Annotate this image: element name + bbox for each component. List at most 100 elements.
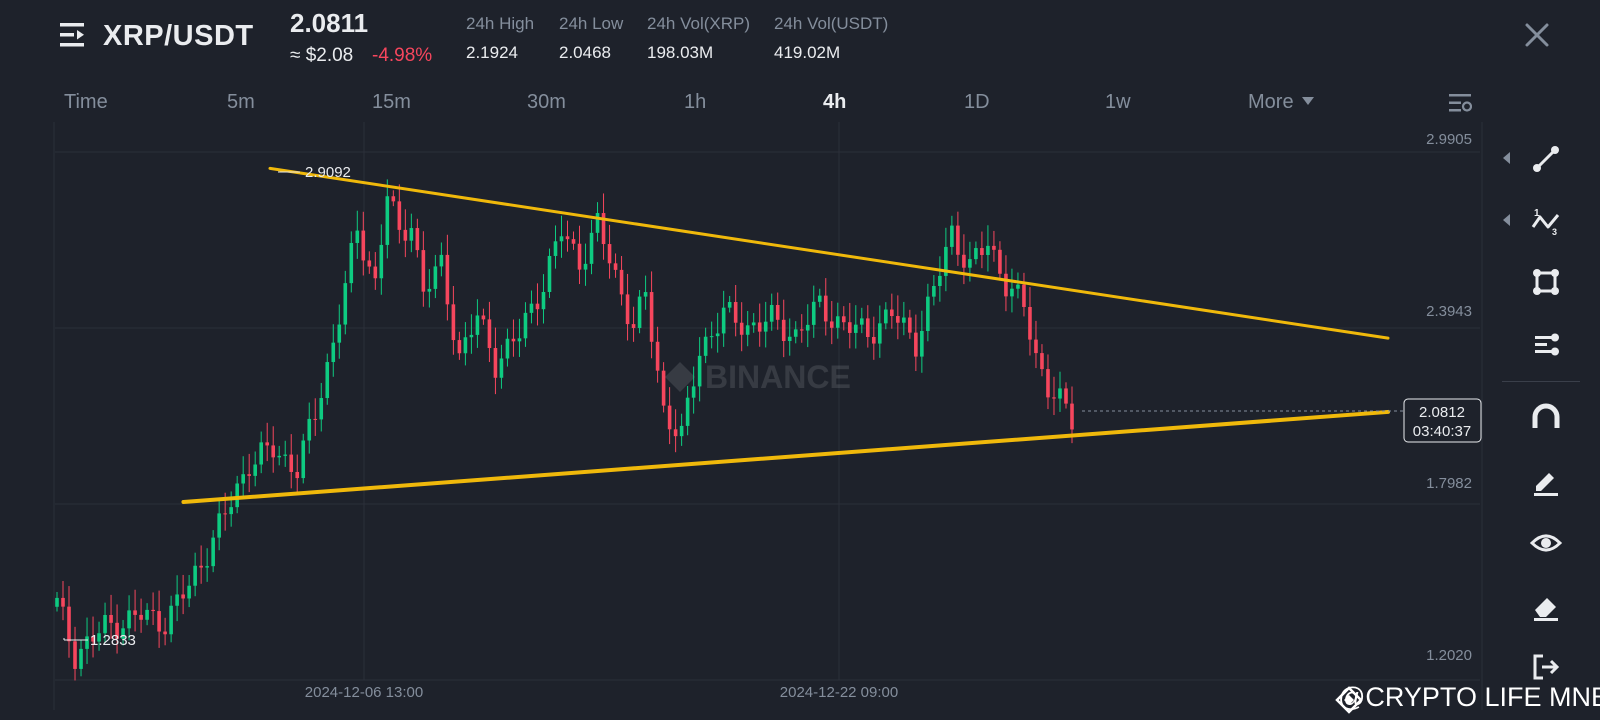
stat-24h-vol-xrp: 24h Vol(XRP) 198.03M xyxy=(647,14,750,63)
candle-body xyxy=(950,225,954,247)
timeframe-bar: Time 5m 15m 30m 1h 4h 1D 1w More xyxy=(0,86,1600,122)
trendline-upper[interactable] xyxy=(268,166,1390,340)
candle-body xyxy=(385,196,390,245)
candle-body xyxy=(79,648,83,669)
candle-body xyxy=(181,594,185,599)
stat-label: 24h Vol(USDT) xyxy=(774,14,889,33)
pair-title[interactable]: XRP/USDT xyxy=(103,20,254,52)
candle-body xyxy=(956,225,960,255)
candle-body xyxy=(853,324,858,333)
candle-body xyxy=(361,230,366,261)
candle-body xyxy=(607,244,612,264)
multi-line-icon[interactable] xyxy=(1530,328,1562,360)
candle-body xyxy=(199,565,203,568)
timeframe-1d[interactable]: 1D xyxy=(964,91,990,113)
candle-body xyxy=(643,292,648,297)
magnet-icon[interactable] xyxy=(1530,402,1562,434)
fib-wave-icon[interactable]: 1 3 xyxy=(1530,205,1562,237)
timeframe-1w[interactable]: 1w xyxy=(1105,91,1131,113)
candle-body xyxy=(541,291,546,310)
candle-body xyxy=(241,474,245,484)
y-tick-label: 1.7982 xyxy=(1426,475,1472,492)
timeframe-15m[interactable]: 15m xyxy=(372,91,411,113)
candle-body xyxy=(859,318,864,325)
candle-body xyxy=(1016,284,1020,289)
candle-body xyxy=(968,259,972,268)
candle-body xyxy=(493,348,498,378)
candle-body xyxy=(721,307,726,334)
trend-line-icon[interactable] xyxy=(1530,143,1562,175)
candle-body xyxy=(986,245,990,255)
candle-body xyxy=(367,260,372,267)
candle-body xyxy=(325,362,330,399)
candle-body xyxy=(998,249,1002,274)
timeframe-more[interactable]: More xyxy=(1248,91,1314,114)
candle-body xyxy=(259,442,264,465)
candle-body xyxy=(992,245,996,250)
timeframe-time[interactable]: Time xyxy=(64,91,108,113)
eye-icon[interactable] xyxy=(1530,527,1562,559)
candle-body xyxy=(1040,353,1044,370)
rectangle-icon[interactable] xyxy=(1530,266,1562,298)
x-tick-label: 2024-12-22 09:00 xyxy=(780,684,898,701)
trendline-lower[interactable] xyxy=(181,409,1390,504)
candle-body xyxy=(271,445,276,458)
candle-body xyxy=(884,309,888,324)
caret-left-icon[interactable] xyxy=(1503,152,1510,164)
timeframe-5m[interactable]: 5m xyxy=(227,91,255,113)
current-price-label: 2.0812 xyxy=(1419,404,1465,421)
close-icon[interactable] xyxy=(1522,20,1552,50)
candle-body xyxy=(805,324,810,331)
caret-left-icon[interactable] xyxy=(1503,214,1510,226)
candle-body xyxy=(475,315,480,335)
candle-body xyxy=(337,324,342,343)
candle-body xyxy=(535,303,540,310)
candle-body xyxy=(613,263,618,270)
timeframe-30m[interactable]: 30m xyxy=(527,91,566,113)
candle-body xyxy=(697,355,702,387)
candle-body xyxy=(667,405,672,430)
candlestick-chart[interactable]: BINANCE 2.9905 2.3943 1.7982 1.2020 2024… xyxy=(0,122,1500,710)
timeframe-1h[interactable]: 1h xyxy=(684,91,707,113)
candle-body xyxy=(223,513,227,515)
candle-body xyxy=(1046,369,1050,398)
candle-body xyxy=(451,304,456,341)
candle-body xyxy=(253,464,257,476)
timeframe-4h[interactable]: 4h xyxy=(823,91,847,113)
candle-body xyxy=(301,440,306,479)
stat-24h-vol-usdt: 24h Vol(USDT) 419.02M xyxy=(774,14,888,63)
exit-icon[interactable] xyxy=(1530,651,1562,683)
trendlines-group xyxy=(181,166,1390,504)
candle-body xyxy=(427,288,432,292)
pencil-icon[interactable] xyxy=(1530,465,1562,497)
more-label: More xyxy=(1248,91,1294,113)
y-axis-labels: 2.9905 2.3943 1.7982 1.2020 xyxy=(1426,131,1472,664)
candle-body xyxy=(157,611,161,632)
candle-body xyxy=(926,296,930,331)
candle-body xyxy=(511,338,516,342)
candle-body xyxy=(799,329,804,331)
candle-body xyxy=(277,455,282,458)
candle-body xyxy=(715,333,720,337)
candle-body xyxy=(1064,388,1068,404)
candle-body xyxy=(61,597,65,607)
candle-body xyxy=(601,213,606,245)
candle-body xyxy=(355,230,360,243)
candle-body xyxy=(121,628,125,639)
candle-body xyxy=(397,201,402,230)
candles-group xyxy=(55,179,1074,681)
candle-body xyxy=(703,336,708,356)
menu-icon[interactable] xyxy=(60,22,88,48)
eraser-icon[interactable] xyxy=(1530,590,1562,622)
candle-body xyxy=(565,236,570,240)
candle-body xyxy=(235,483,239,508)
candle-body xyxy=(295,471,300,479)
candle-body xyxy=(1058,388,1062,399)
candle-body xyxy=(878,323,882,344)
candle-body xyxy=(169,605,173,635)
candle-body xyxy=(1004,273,1008,297)
candle-body xyxy=(727,302,732,308)
candle-body xyxy=(187,585,191,599)
chart-settings-icon[interactable] xyxy=(1448,91,1472,115)
candle-body xyxy=(391,196,396,202)
